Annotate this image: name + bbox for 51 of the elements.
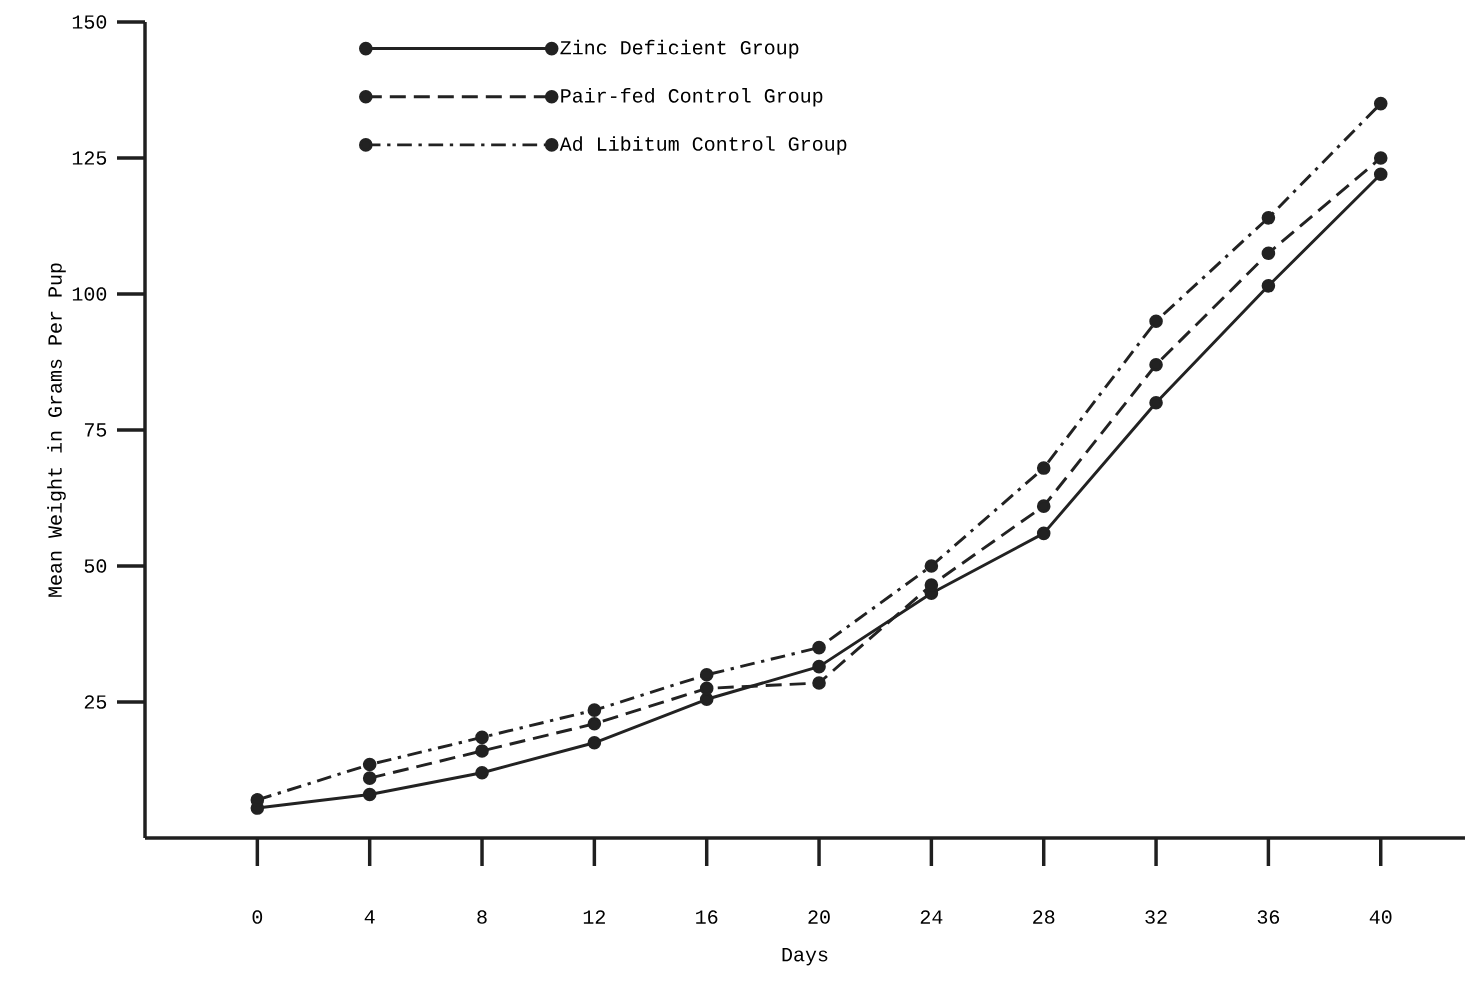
point bbox=[587, 716, 602, 731]
point bbox=[362, 757, 377, 772]
x-tick-label: 8 bbox=[477, 910, 487, 924]
point bbox=[1261, 246, 1276, 260]
point bbox=[1149, 357, 1163, 372]
point bbox=[587, 703, 602, 717]
y-tick-label: 125 bbox=[72, 151, 107, 165]
legend-label: Pair-fed Control Group bbox=[561, 87, 823, 107]
y-tick-label: 75 bbox=[84, 423, 107, 437]
point bbox=[250, 793, 265, 807]
y-tick-label: 150 bbox=[72, 15, 107, 29]
y-tick-label: 100 bbox=[72, 287, 107, 301]
x-tick-label: 12 bbox=[583, 910, 605, 924]
x-tick-label: 20 bbox=[808, 910, 830, 924]
point bbox=[1373, 96, 1388, 111]
point bbox=[699, 681, 714, 696]
x-tick-label: 16 bbox=[696, 910, 718, 924]
point bbox=[587, 735, 602, 750]
point bbox=[475, 730, 489, 745]
point bbox=[1261, 279, 1276, 293]
point bbox=[812, 640, 826, 655]
x-axis-title: Days bbox=[782, 948, 828, 966]
point bbox=[1036, 526, 1051, 541]
point bbox=[699, 692, 714, 707]
x-tick-label: 28 bbox=[1033, 910, 1055, 924]
point bbox=[475, 744, 489, 758]
y-axis-title: Mean Weight in Grams Per Pup bbox=[47, 263, 66, 597]
legend-label: Ad Libitum Control Group bbox=[559, 136, 847, 155]
x-tick-label: 24 bbox=[920, 910, 943, 924]
point bbox=[1261, 211, 1276, 225]
point bbox=[924, 559, 939, 573]
point bbox=[812, 676, 826, 690]
x-tick-label: 0 bbox=[252, 910, 263, 924]
point bbox=[1036, 499, 1051, 513]
x-tick-label: 40 bbox=[1369, 910, 1392, 924]
x-tick-label: 4 bbox=[364, 910, 375, 924]
x-tick-label: 32 bbox=[1145, 910, 1167, 924]
point bbox=[699, 667, 714, 682]
point bbox=[812, 659, 826, 674]
point bbox=[1149, 314, 1163, 328]
point bbox=[1373, 151, 1388, 165]
point bbox=[1149, 395, 1163, 410]
x-tick-label: 36 bbox=[1257, 910, 1280, 924]
point bbox=[362, 771, 377, 785]
point bbox=[475, 765, 489, 780]
point bbox=[1036, 461, 1051, 475]
legend-label: Zinc Deficient Group bbox=[560, 39, 799, 59]
y-tick-label: 25 bbox=[84, 695, 107, 709]
point bbox=[362, 787, 377, 802]
point bbox=[1373, 167, 1388, 182]
y-tick-label: 50 bbox=[84, 559, 107, 573]
